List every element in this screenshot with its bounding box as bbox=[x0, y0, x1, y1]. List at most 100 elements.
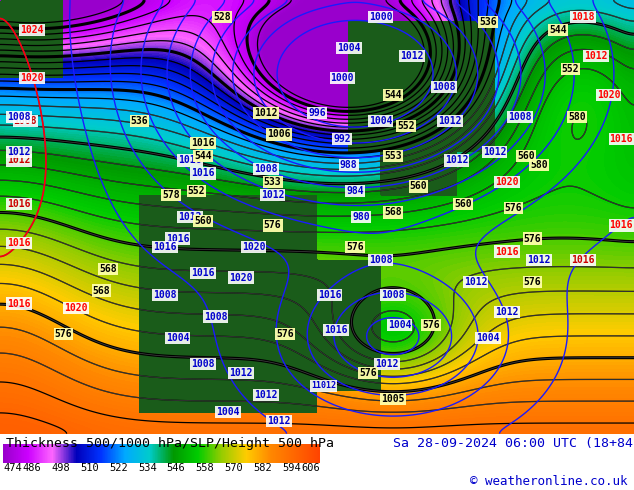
Text: 980: 980 bbox=[353, 212, 370, 222]
Text: 1012: 1012 bbox=[229, 368, 253, 378]
Text: 568: 568 bbox=[93, 286, 110, 295]
Text: 576: 576 bbox=[524, 234, 541, 244]
Text: 576: 576 bbox=[55, 329, 72, 339]
Text: 528: 528 bbox=[213, 12, 231, 23]
Text: 1008: 1008 bbox=[7, 112, 31, 122]
Text: 1016: 1016 bbox=[609, 220, 633, 230]
Text: 576: 576 bbox=[264, 220, 281, 230]
Text: 1012: 1012 bbox=[495, 307, 519, 317]
Text: 1008: 1008 bbox=[153, 290, 177, 300]
Text: 580: 580 bbox=[568, 112, 586, 122]
Text: 1020: 1020 bbox=[229, 272, 253, 283]
Text: 1000: 1000 bbox=[330, 73, 354, 83]
Text: 1004: 1004 bbox=[368, 117, 392, 126]
Text: 560: 560 bbox=[410, 181, 427, 192]
Text: 1008: 1008 bbox=[381, 290, 405, 300]
Text: 996: 996 bbox=[308, 108, 326, 118]
Text: 576: 576 bbox=[524, 277, 541, 287]
Text: 544: 544 bbox=[384, 90, 402, 100]
Text: 1012: 1012 bbox=[482, 147, 507, 157]
Text: 1016: 1016 bbox=[191, 138, 215, 148]
Text: 1004: 1004 bbox=[165, 333, 190, 343]
Text: 1006: 1006 bbox=[267, 129, 291, 140]
Text: 594: 594 bbox=[282, 463, 301, 473]
Text: 1008: 1008 bbox=[191, 359, 215, 369]
Text: 1012: 1012 bbox=[254, 108, 278, 118]
Text: 1016: 1016 bbox=[191, 169, 215, 178]
Text: 1012: 1012 bbox=[267, 416, 291, 426]
Text: 474: 474 bbox=[3, 463, 22, 473]
Text: 568: 568 bbox=[99, 264, 117, 274]
Text: 1004: 1004 bbox=[387, 320, 411, 330]
Text: 1020: 1020 bbox=[20, 73, 44, 83]
Text: 988: 988 bbox=[340, 160, 358, 170]
Text: 576: 576 bbox=[359, 368, 377, 378]
Text: 1012: 1012 bbox=[375, 359, 399, 369]
Text: 1012: 1012 bbox=[254, 390, 278, 400]
Text: 1016: 1016 bbox=[324, 324, 348, 335]
Text: 1018: 1018 bbox=[571, 12, 595, 23]
Text: 1016: 1016 bbox=[178, 155, 202, 166]
Text: 1016: 1016 bbox=[191, 268, 215, 278]
Text: 558: 558 bbox=[195, 463, 214, 473]
Text: 1016: 1016 bbox=[318, 290, 342, 300]
Text: 1020: 1020 bbox=[495, 177, 519, 187]
Text: 536: 536 bbox=[131, 117, 148, 126]
Text: 1004: 1004 bbox=[216, 407, 240, 417]
Text: 11012: 11012 bbox=[311, 381, 336, 391]
Text: 1020: 1020 bbox=[242, 242, 266, 252]
Text: Sa 28-09-2024 06:00 UTC (18+84): Sa 28-09-2024 06:00 UTC (18+84) bbox=[393, 437, 634, 450]
Text: 560: 560 bbox=[454, 199, 472, 209]
Text: 1008: 1008 bbox=[13, 117, 37, 126]
Text: 510: 510 bbox=[81, 463, 99, 473]
Text: 536: 536 bbox=[479, 17, 497, 26]
Text: 1012: 1012 bbox=[261, 190, 285, 200]
Text: 576: 576 bbox=[505, 203, 522, 213]
Text: 1012: 1012 bbox=[7, 155, 31, 166]
Text: 553: 553 bbox=[384, 151, 402, 161]
Text: 552: 552 bbox=[188, 186, 205, 196]
Text: 546: 546 bbox=[167, 463, 186, 473]
Text: 1016: 1016 bbox=[7, 298, 31, 309]
Text: 534: 534 bbox=[138, 463, 157, 473]
Text: 582: 582 bbox=[253, 463, 272, 473]
Text: 1012: 1012 bbox=[584, 51, 608, 61]
Text: 576: 576 bbox=[422, 320, 440, 330]
Text: 570: 570 bbox=[224, 463, 243, 473]
Text: 568: 568 bbox=[384, 207, 402, 218]
Text: 1016: 1016 bbox=[495, 246, 519, 257]
Text: 1012: 1012 bbox=[527, 255, 551, 265]
Text: 578: 578 bbox=[162, 190, 180, 200]
Text: 486: 486 bbox=[23, 463, 41, 473]
Text: 1008: 1008 bbox=[254, 164, 278, 174]
Text: 522: 522 bbox=[109, 463, 128, 473]
Text: 544: 544 bbox=[549, 25, 567, 35]
Text: 1000: 1000 bbox=[368, 12, 392, 23]
Text: 1012: 1012 bbox=[438, 117, 462, 126]
Text: 580: 580 bbox=[530, 160, 548, 170]
Text: 1008: 1008 bbox=[432, 82, 456, 92]
Text: 544: 544 bbox=[194, 151, 212, 161]
Text: 1016: 1016 bbox=[153, 242, 177, 252]
Text: 606: 606 bbox=[301, 463, 320, 473]
Text: 1012: 1012 bbox=[463, 277, 488, 287]
Text: 1016: 1016 bbox=[165, 234, 190, 244]
Text: 1012: 1012 bbox=[400, 51, 424, 61]
Text: 1020: 1020 bbox=[597, 90, 621, 100]
Text: 1012: 1012 bbox=[7, 147, 31, 157]
Text: 1008: 1008 bbox=[204, 312, 228, 321]
Text: 498: 498 bbox=[51, 463, 70, 473]
Text: 1005: 1005 bbox=[381, 394, 405, 404]
Text: 576: 576 bbox=[276, 329, 294, 339]
Text: © weatheronline.co.uk: © weatheronline.co.uk bbox=[470, 474, 628, 488]
Text: 552: 552 bbox=[397, 121, 415, 131]
Text: 1008: 1008 bbox=[508, 112, 532, 122]
Text: 1016: 1016 bbox=[7, 199, 31, 209]
Text: 1016: 1016 bbox=[571, 255, 595, 265]
Text: 1024: 1024 bbox=[20, 25, 44, 35]
Text: 533: 533 bbox=[264, 177, 281, 187]
Text: Thickness 500/1000 hPa/SLP/Height 500 hPa: Thickness 500/1000 hPa/SLP/Height 500 hP… bbox=[6, 437, 334, 450]
Text: 992: 992 bbox=[333, 134, 351, 144]
Text: 1012: 1012 bbox=[444, 155, 469, 166]
Text: 1004: 1004 bbox=[337, 43, 361, 53]
